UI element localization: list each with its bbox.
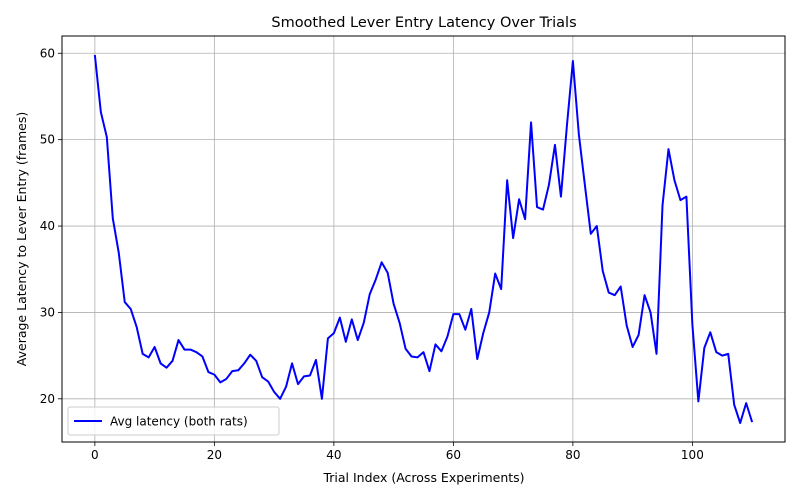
x-tick-label: 40 [326,448,341,462]
y-axis-ticks: 20 30 40 50 60 [40,46,62,406]
y-axis-label: Average Latency to Lever Entry (frames) [14,112,29,366]
x-axis-label: Trial Index (Across Experiments) [322,470,524,485]
plot-frame [61,35,786,443]
x-tick-label: 60 [446,448,461,462]
x-tick-label: 0 [91,448,99,462]
x-tick-label: 100 [681,448,704,462]
grid-lines [62,36,785,442]
chart-title: Smoothed Lever Entry Latency Over Trials [271,15,576,31]
x-axis-ticks: 0 20 40 60 80 100 [91,442,704,462]
y-tick-label: 20 [40,392,55,406]
x-tick-label: 20 [207,448,222,462]
legend: Avg latency (both rats) [67,406,280,436]
y-tick-label: 50 [40,133,55,147]
y-tick-label: 30 [40,305,55,319]
y-tick-label: 60 [40,46,55,60]
legend-box [67,406,280,436]
legend-label: Avg latency (both rats) [110,415,248,429]
series-layer [93,54,754,424]
y-tick-label: 40 [40,219,55,233]
series-line [93,54,754,424]
x-tick-label: 80 [565,448,580,462]
